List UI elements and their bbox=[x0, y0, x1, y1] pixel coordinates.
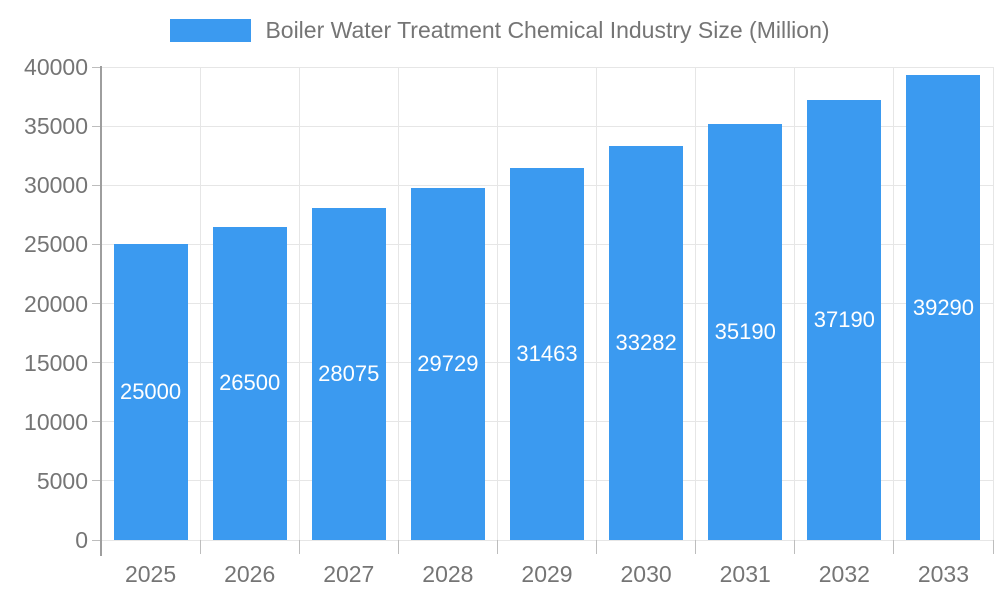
y-gridline bbox=[101, 125, 993, 127]
y-tick-label: 20000 bbox=[24, 290, 88, 317]
y-tick-label: 30000 bbox=[24, 172, 88, 199]
x-gridline bbox=[893, 67, 895, 540]
x-tick-label: 2027 bbox=[323, 561, 375, 587]
x-tick-label: 2029 bbox=[521, 561, 573, 587]
x-tick-mark bbox=[794, 540, 796, 554]
y-tick-label: 10000 bbox=[24, 408, 88, 435]
x-gridline bbox=[199, 67, 201, 540]
bar[interactable]: 28075 bbox=[311, 208, 386, 540]
y-tick-mark bbox=[92, 125, 101, 127]
bar-value-label: 28075 bbox=[318, 360, 380, 386]
y-tick-mark bbox=[92, 303, 101, 304]
y-tick-label: 0 bbox=[75, 527, 88, 553]
bar[interactable]: 35190 bbox=[708, 123, 783, 540]
bar-value-label: 25000 bbox=[119, 379, 182, 405]
bar-value-label: 37190 bbox=[813, 307, 875, 333]
x-tick-label: 2033 bbox=[917, 561, 970, 587]
x-gridline bbox=[596, 67, 598, 540]
y-tick-mark bbox=[92, 539, 101, 541]
y-tick-label: 40000 bbox=[24, 54, 88, 80]
y-tick-label: 15000 bbox=[24, 349, 88, 376]
bar-value-label: 35190 bbox=[714, 318, 776, 344]
bar-value-label: 33282 bbox=[615, 330, 677, 356]
bar[interactable]: 37190 bbox=[807, 100, 882, 540]
y-tick-mark bbox=[92, 421, 101, 423]
x-tick-mark bbox=[992, 540, 994, 554]
x-gridline bbox=[496, 67, 498, 540]
bar[interactable]: 31463 bbox=[510, 167, 584, 540]
x-tick-mark bbox=[496, 540, 498, 554]
y-gridline bbox=[101, 539, 993, 541]
x-gridline bbox=[794, 67, 796, 540]
x-gridline bbox=[695, 67, 697, 540]
x-gridline bbox=[397, 67, 399, 540]
x-tick-label: 2026 bbox=[224, 561, 276, 587]
x-tick-mark bbox=[199, 540, 201, 554]
y-axis-line bbox=[100, 66, 102, 556]
bar[interactable]: 33282 bbox=[609, 146, 684, 540]
bar-value-label: 39290 bbox=[912, 294, 975, 320]
y-tick-mark bbox=[92, 66, 101, 68]
y-tick-label: 25000 bbox=[24, 231, 88, 258]
x-tick-label: 2031 bbox=[719, 561, 771, 587]
y-tick-mark bbox=[92, 362, 101, 364]
x-tick-mark bbox=[298, 540, 300, 554]
bar-value-label: 26500 bbox=[219, 370, 281, 396]
x-gridline bbox=[992, 67, 994, 540]
y-tick-mark bbox=[92, 184, 101, 186]
x-tick-label: 2032 bbox=[818, 561, 870, 587]
x-tick-mark bbox=[397, 540, 399, 554]
y-tick-mark bbox=[92, 480, 101, 482]
x-tick-mark bbox=[596, 540, 598, 554]
legend-swatch[interactable] bbox=[170, 18, 252, 42]
bar[interactable]: 39290 bbox=[906, 75, 981, 540]
y-tick-label: 35000 bbox=[24, 113, 88, 140]
bar-value-label: 29729 bbox=[417, 351, 479, 377]
x-tick-label: 2028 bbox=[422, 561, 474, 587]
y-tick-label: 5000 bbox=[36, 467, 88, 494]
bar[interactable]: 29729 bbox=[410, 188, 485, 540]
x-tick-mark bbox=[893, 540, 895, 554]
y-tick-mark bbox=[92, 243, 101, 245]
legend[interactable]: Boiler Water Treatment Chemical Industry… bbox=[0, 17, 1000, 43]
x-gridline bbox=[298, 67, 300, 540]
y-gridline bbox=[101, 66, 993, 68]
bar[interactable]: 26500 bbox=[212, 226, 287, 540]
bar-value-label: 31463 bbox=[516, 340, 578, 366]
x-tick-mark bbox=[695, 540, 697, 554]
bar[interactable]: 25000 bbox=[113, 244, 188, 540]
x-tick-label: 2025 bbox=[124, 561, 177, 587]
legend-label[interactable]: Boiler Water Treatment Chemical Industry… bbox=[265, 17, 830, 43]
x-tick-label: 2030 bbox=[620, 561, 672, 587]
